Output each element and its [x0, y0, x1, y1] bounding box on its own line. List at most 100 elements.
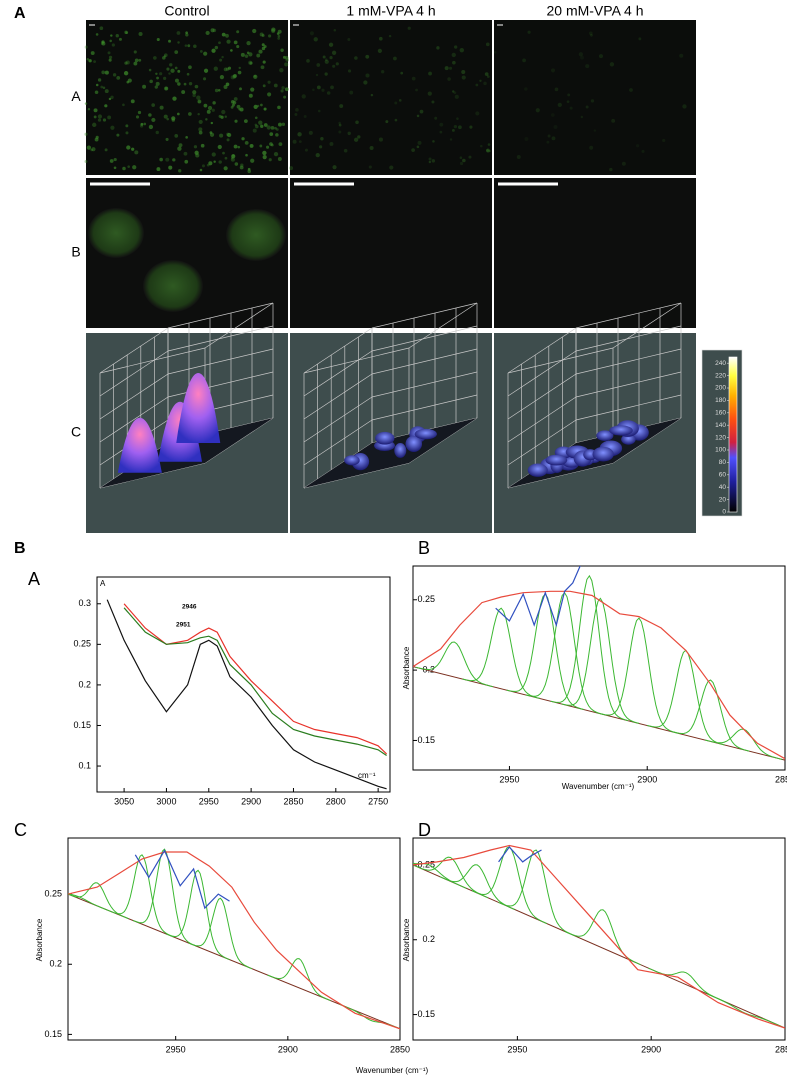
- nucleus-dot: [104, 89, 109, 94]
- nucleus-dot: [91, 147, 96, 152]
- nucleus-dot: [153, 56, 157, 60]
- nucleus-dot: [609, 62, 615, 67]
- nucleus-dot: [428, 160, 432, 164]
- nucleus-dot: [280, 89, 284, 93]
- y-tick-label: 0.15: [417, 735, 435, 745]
- nucleus-dot: [193, 44, 197, 49]
- nucleus-dot: [365, 54, 370, 59]
- nucleus-dot: [93, 60, 96, 64]
- nucleus-dot: [329, 56, 333, 60]
- wireframe: [575, 394, 682, 421]
- nucleus-dot: [246, 41, 251, 46]
- nucleus-dot: [254, 123, 258, 127]
- nucleus-dot: [281, 86, 285, 90]
- row-label: A: [71, 88, 81, 104]
- colorbar-tick-label: 220: [715, 372, 726, 379]
- nucleus-dot: [370, 93, 374, 97]
- nucleus-dot: [524, 136, 529, 141]
- nucleus-dot: [154, 85, 158, 89]
- nucleus-dot: [233, 40, 238, 45]
- nucleus-dot: [335, 62, 339, 66]
- nucleus-dot: [431, 100, 435, 104]
- nucleus-dot: [156, 76, 159, 80]
- nucleus-dot: [324, 72, 328, 76]
- nucleus-dot: [194, 84, 199, 89]
- nucleus-dot: [217, 144, 222, 150]
- spectra: A 3050 3000 2950 2900 2850 2800 2750 0.1 0.15 0.2 0…: [14, 538, 787, 1075]
- nucleus-dot: [419, 109, 424, 114]
- nucleus-dot: [268, 158, 272, 162]
- nucleus-dot: [379, 36, 383, 41]
- nucleus-dot: [285, 58, 290, 62]
- nucleus-dot: [547, 134, 551, 138]
- nucleus-dot: [469, 125, 473, 129]
- nucleus-dot: [453, 45, 458, 49]
- colorbar-tick-label: 0: [722, 509, 726, 516]
- nucleus-dot: [266, 145, 270, 149]
- nucleus-dot: [177, 82, 181, 86]
- row-label: B: [71, 244, 80, 260]
- nucleus-dot: [641, 149, 645, 153]
- nucleus-dot: [168, 165, 173, 170]
- nucleus-dot: [133, 61, 138, 66]
- nucleus-dot: [133, 50, 137, 54]
- nucleus-dot: [177, 41, 180, 44]
- wireframe: [507, 373, 577, 420]
- nucleus-dot: [206, 109, 211, 114]
- nucleus-dot: [109, 159, 114, 163]
- nucleus-dot: [283, 95, 287, 99]
- nucleus-dot: [338, 130, 342, 134]
- nucleus-dot: [203, 77, 207, 81]
- annotation: 2946: [182, 604, 197, 611]
- nucleus-dot: [187, 44, 191, 48]
- wireframe: [575, 371, 682, 398]
- nucleus-dot: [127, 165, 130, 168]
- nucleus-dot: [84, 102, 88, 105]
- nucleus-dot: [306, 58, 310, 63]
- nucleus-dot: [580, 55, 585, 60]
- nucleus-dot: [278, 122, 282, 127]
- surface-blob: [596, 430, 614, 441]
- nucleus-dot: [484, 72, 489, 76]
- y-tick-label: 0.15: [417, 1009, 435, 1019]
- nucleus-dot: [407, 26, 411, 30]
- nucleus-dot: [488, 149, 491, 153]
- micrograph: [494, 178, 696, 328]
- nucleus-dot: [416, 145, 420, 149]
- wireframe: [575, 325, 682, 352]
- panel-label: B: [418, 538, 430, 558]
- part-label: B: [14, 540, 26, 557]
- nucleus-dot: [142, 84, 147, 89]
- micrograph: [290, 20, 492, 175]
- series-line: [123, 603, 388, 755]
- nucleus-dot: [261, 46, 266, 51]
- nucleus-dot: [233, 74, 237, 78]
- nucleus-dot: [221, 109, 226, 115]
- surface-blob: [375, 431, 395, 445]
- nucleus-dot: [162, 56, 166, 60]
- nucleus-dot: [93, 115, 97, 119]
- nucleus-dot: [218, 41, 221, 45]
- x-tick-label: 2850: [775, 1044, 787, 1054]
- nucleus-dot: [188, 65, 192, 70]
- panel-label: A: [28, 569, 40, 589]
- wireframe: [303, 350, 373, 397]
- nucleus-dot: [101, 40, 105, 44]
- nucleus-dot: [493, 50, 497, 54]
- nucleus-dot: [332, 64, 336, 68]
- nucleus-dot: [94, 90, 99, 94]
- nucleus-dot: [248, 52, 253, 57]
- wireframe: [371, 302, 478, 329]
- inner-label: A: [100, 579, 106, 588]
- nucleus-dot: [208, 161, 213, 166]
- colorbar: [728, 356, 738, 513]
- colorbar-tick-label: 140: [715, 422, 726, 429]
- nucleus-dot: [428, 157, 432, 161]
- nucleus-dot: [163, 114, 168, 119]
- x-tick-label: 2850: [283, 796, 303, 806]
- nucleus-dot: [262, 60, 266, 64]
- nucleus-dot: [267, 92, 272, 97]
- nucleus-dot: [130, 99, 135, 104]
- nucleus-dot: [252, 128, 257, 133]
